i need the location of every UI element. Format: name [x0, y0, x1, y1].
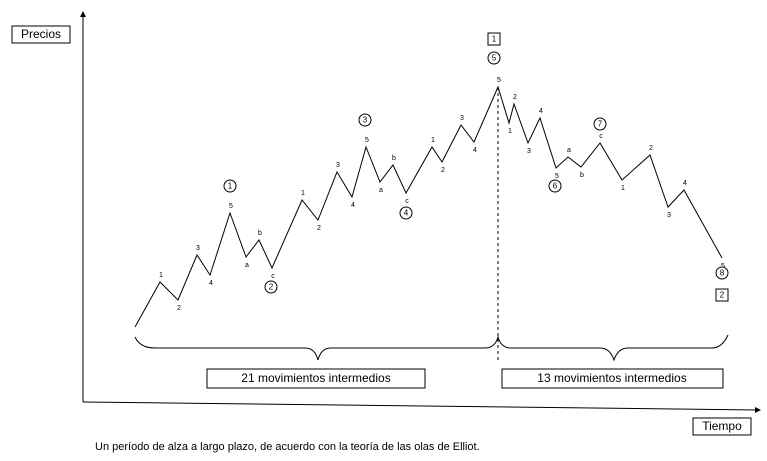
wave-line — [134, 85, 723, 328]
x-axis-label: Tiempo — [702, 419, 742, 433]
wave-label: 2 — [177, 305, 181, 312]
wave-label: a — [379, 187, 383, 194]
wave-label: 3 — [527, 148, 531, 155]
circle-marker — [264, 280, 278, 294]
bracket-box — [206, 368, 426, 389]
bracket-label: 13 movimientos intermedios — [537, 371, 686, 385]
wave-label: 1 — [159, 272, 163, 279]
circled-label: 5 — [492, 54, 497, 63]
wave-label: 5 — [497, 77, 501, 84]
wave-label: c — [271, 273, 275, 280]
wave-label: a — [567, 147, 571, 154]
y-axis-label: Precios — [21, 27, 61, 41]
boxed-label: 1 — [492, 35, 497, 44]
wave-label: b — [258, 230, 262, 237]
wave-label: 4 — [351, 202, 355, 209]
wave-label: b — [392, 155, 396, 162]
wave-label: 5 — [365, 137, 369, 144]
wave-label: 4 — [209, 280, 213, 287]
circle-marker — [593, 117, 607, 131]
wave-label: b — [580, 172, 584, 179]
circle-marker — [223, 179, 237, 193]
bracket-label: 21 movimientos intermedios — [241, 371, 390, 385]
x-axis — [82, 401, 761, 413]
circle-marker — [358, 113, 372, 127]
bracket-box — [501, 368, 724, 389]
wave-label: 1 — [508, 128, 512, 135]
circle-marker — [487, 51, 501, 65]
circle-marker — [399, 206, 413, 220]
circle-marker — [715, 266, 729, 280]
circled-label: 7 — [598, 120, 603, 129]
wave-label: 4 — [473, 147, 477, 154]
circled-label: 6 — [553, 182, 558, 191]
circled-label: 3 — [363, 116, 368, 125]
circled-label: 2 — [269, 283, 274, 292]
wave-label: c — [405, 198, 409, 205]
box-marker — [487, 32, 501, 46]
caption: Un período de alza a largo plazo, de acu… — [95, 441, 480, 453]
wave-label: 4 — [539, 108, 543, 115]
circled-label: 4 — [404, 209, 409, 218]
wave-label: 1 — [621, 185, 625, 192]
wave-label: 2 — [317, 225, 321, 232]
bracket — [134, 334, 729, 362]
wave-label: 4 — [683, 180, 687, 187]
wave-label: 3 — [667, 212, 671, 219]
circle-marker — [548, 179, 562, 193]
wave-label: 5 — [721, 263, 725, 270]
wave-label: a — [245, 262, 249, 269]
wave-label: 2 — [441, 167, 445, 174]
x-label-box — [692, 417, 752, 436]
wave-label: 2 — [513, 94, 517, 101]
wave-label: 5 — [229, 203, 233, 210]
wave-label: 3 — [196, 245, 200, 252]
wave-label: 1 — [301, 190, 305, 197]
wave-label: c — [599, 133, 603, 140]
wave-label: 3 — [460, 115, 464, 122]
circled-label: 8 — [720, 269, 725, 278]
boxed-label: 2 — [720, 291, 725, 300]
wave-label: 3 — [336, 162, 340, 169]
wave-label: 5 — [555, 173, 559, 180]
box-marker — [715, 288, 729, 302]
y-label-box — [11, 25, 71, 44]
wave-label: 2 — [649, 145, 653, 152]
wave-label: 1 — [431, 137, 435, 144]
circled-label: 1 — [228, 182, 233, 191]
